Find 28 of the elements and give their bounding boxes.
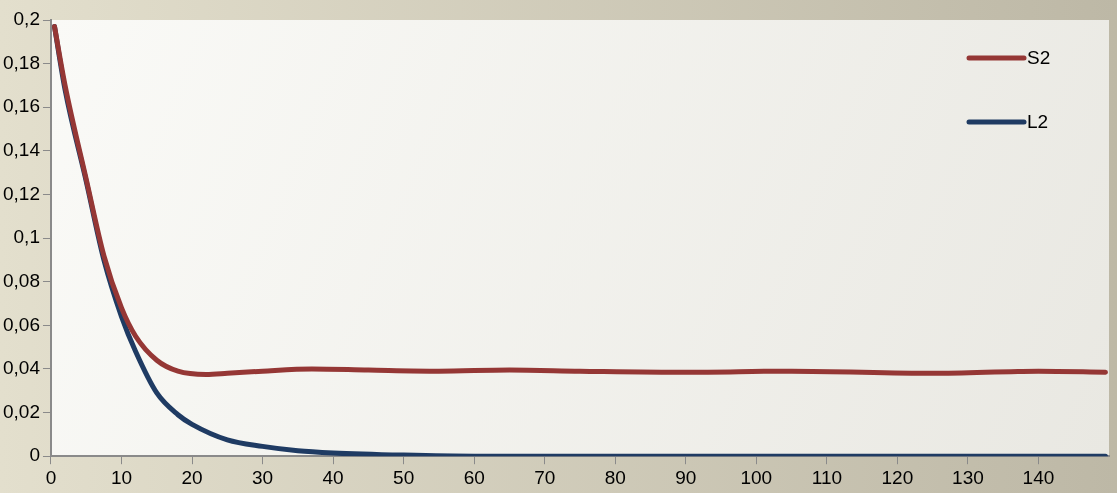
- y-tick-label: 0,04: [3, 357, 41, 379]
- y-tick-label: 0,14: [3, 139, 41, 161]
- y-tick-label: 0,2: [13, 8, 40, 30]
- x-tick-label: 30: [252, 466, 274, 488]
- legend-label: L2: [1027, 111, 1049, 133]
- y-tick-label: 0,18: [3, 51, 40, 73]
- y-tick-label: 0: [29, 444, 40, 466]
- y-tick-label: 0,06: [3, 313, 40, 335]
- x-tick-label: 40: [322, 466, 344, 488]
- y-tick-label: 0,1: [13, 226, 40, 248]
- x-tick-label: 50: [393, 466, 415, 488]
- x-tick-label: 80: [604, 466, 626, 488]
- x-tick-label: 20: [181, 466, 203, 488]
- x-tick-label: 90: [675, 466, 697, 488]
- x-tick-label: 140: [1022, 466, 1055, 488]
- y-tick-label: 0,02: [3, 400, 40, 422]
- y-tick-label: 0,12: [3, 182, 40, 204]
- x-tick-label: 70: [534, 466, 556, 488]
- y-tick-label: 0,16: [3, 95, 40, 117]
- x-tick-label: 130: [952, 466, 984, 488]
- x-tick-label: 0: [45, 466, 57, 488]
- x-tick-label: 120: [881, 466, 914, 488]
- x-tick-label: 60: [463, 466, 485, 488]
- x-tick-label: 110: [811, 466, 843, 488]
- x-tick-label: 10: [110, 466, 133, 488]
- x-tick-label: 100: [740, 466, 773, 488]
- y-tick-label: 0,08: [3, 269, 40, 291]
- legend-label: S2: [1027, 47, 1051, 69]
